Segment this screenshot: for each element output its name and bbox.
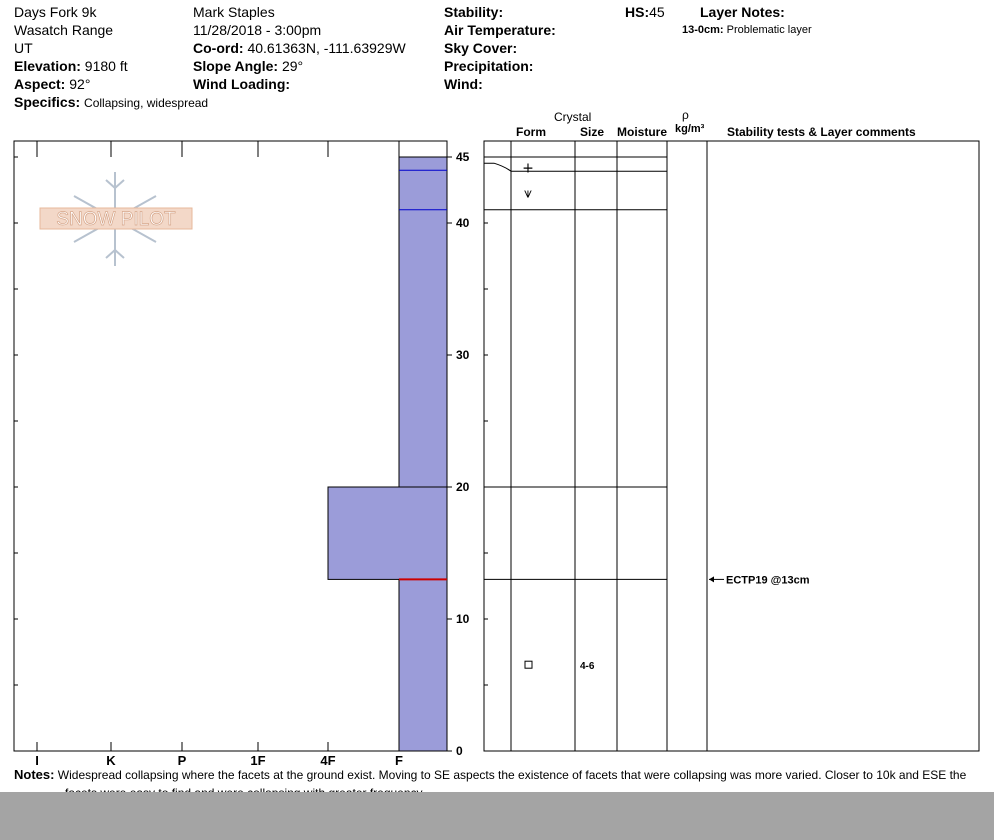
hardness-bars bbox=[327, 156, 448, 752]
size-header: Size bbox=[580, 125, 605, 139]
snowpilot-logo: SNOW PILOT bbox=[39, 172, 193, 266]
coord-row: Co-ord: 40.61363N, -111.63929W bbox=[193, 39, 406, 57]
crystal-size-label: 4-6 bbox=[580, 661, 595, 672]
slope-value: 29° bbox=[281, 58, 304, 74]
hardness-axis: I K P 1F 4F F bbox=[35, 141, 403, 768]
decomposing-icon: ⩛ bbox=[524, 186, 532, 202]
observation-datetime: 11/28/2018 - 3:00pm bbox=[193, 22, 322, 38]
wind-loading-label: Wind Loading: bbox=[193, 76, 291, 92]
hardness-tick-label: P bbox=[178, 753, 187, 768]
hardness-tick-label: I bbox=[35, 753, 39, 768]
specifics-label: Specifics: bbox=[14, 94, 81, 110]
crystal-symbols: + ⩛ 4-6 bbox=[522, 161, 595, 673]
new-snow-icon: + bbox=[522, 161, 534, 177]
depth-tick-label: 20 bbox=[456, 480, 470, 494]
slope-row: Slope Angle: 29° bbox=[193, 57, 303, 75]
state-name: UT bbox=[14, 40, 33, 56]
layer-table-grid bbox=[484, 141, 708, 751]
hardness-bar bbox=[327, 486, 448, 580]
table-frame bbox=[483, 140, 980, 752]
depth-tick-label: 10 bbox=[456, 612, 470, 626]
hs-row: HS:45 bbox=[625, 3, 665, 21]
air-temp-label: Air Temperature: bbox=[444, 22, 556, 38]
notes-line1: Widespread collapsing where the facets a… bbox=[57, 768, 967, 782]
layer-boundary bbox=[484, 162, 667, 172]
bottom-band bbox=[0, 792, 994, 840]
hardness-bar bbox=[398, 156, 448, 488]
hardness-tick-label: 1F bbox=[250, 753, 265, 768]
hardness-tick-label: 4F bbox=[320, 753, 335, 768]
coord-value: 40.61363N, -111.63929W bbox=[247, 40, 406, 56]
aspect-label: Aspect: bbox=[14, 76, 66, 92]
hardness-tick-label: K bbox=[106, 753, 116, 768]
stability-label: Stability: bbox=[444, 4, 504, 20]
depth-axis: 0 10 20 30 40 45 bbox=[447, 150, 470, 758]
elevation-value: 9180 ft bbox=[84, 58, 128, 74]
depth-tick-label: 30 bbox=[456, 348, 470, 362]
layer-notes-label: Layer Notes: bbox=[700, 4, 785, 20]
arrow-left-icon bbox=[709, 576, 714, 583]
depth-tick-label: 0 bbox=[456, 744, 463, 758]
specifics-value: Collapsing, widespread bbox=[84, 96, 209, 110]
sky-cover-label: Sky Cover: bbox=[444, 40, 518, 56]
form-header: Form bbox=[516, 125, 546, 139]
hardness-tick-label: F bbox=[395, 753, 403, 768]
rho-header: ρ bbox=[682, 108, 689, 122]
location-name: Days Fork 9k bbox=[14, 4, 97, 20]
hs-label: HS: bbox=[625, 4, 650, 20]
specifics-row: Specifics: Collapsing, widespread bbox=[14, 93, 208, 112]
stability-test-label: ECTP19 @13cm bbox=[726, 574, 810, 586]
slope-label: Slope Angle: bbox=[193, 58, 279, 74]
precip-label: Precipitation: bbox=[444, 58, 534, 74]
crystal-header: Crystal bbox=[554, 110, 592, 124]
aspect-value: 92° bbox=[69, 76, 91, 92]
wind-label: Wind: bbox=[444, 76, 483, 92]
facets-icon bbox=[524, 660, 533, 669]
logo-text: SNOW PILOT bbox=[56, 209, 176, 230]
layer-note-range: 13-0cm: bbox=[682, 24, 724, 36]
depth-tick-label: 40 bbox=[456, 216, 470, 230]
coord-label: Co-ord: bbox=[193, 40, 244, 56]
observer-name: Mark Staples bbox=[193, 4, 275, 20]
moisture-header: Moisture bbox=[617, 125, 668, 139]
density-unit-header: kg/m³ bbox=[675, 123, 705, 135]
notes-label: Notes: bbox=[14, 767, 55, 782]
hs-value: 45 bbox=[649, 4, 665, 20]
stability-comments-header: Stability tests & Layer comments bbox=[727, 125, 916, 139]
aspect-row: Aspect: 92° bbox=[14, 75, 90, 93]
elevation-row: Elevation: 9180 ft bbox=[14, 57, 128, 75]
layer-note-row: 13-0cm: Problematic layer bbox=[682, 24, 812, 36]
notes-line1-row: Notes: Widespread collapsing where the f… bbox=[14, 767, 966, 782]
layer-note-text: Problematic layer bbox=[726, 24, 812, 36]
hardness-bar bbox=[398, 578, 448, 752]
stability-tests: ECTP19 @13cm bbox=[709, 574, 810, 586]
depth-tick-label: 45 bbox=[456, 150, 470, 164]
elevation-label: Elevation: bbox=[14, 58, 81, 74]
hardness-frame bbox=[13, 140, 448, 752]
range-name: Wasatch Range bbox=[14, 22, 114, 38]
